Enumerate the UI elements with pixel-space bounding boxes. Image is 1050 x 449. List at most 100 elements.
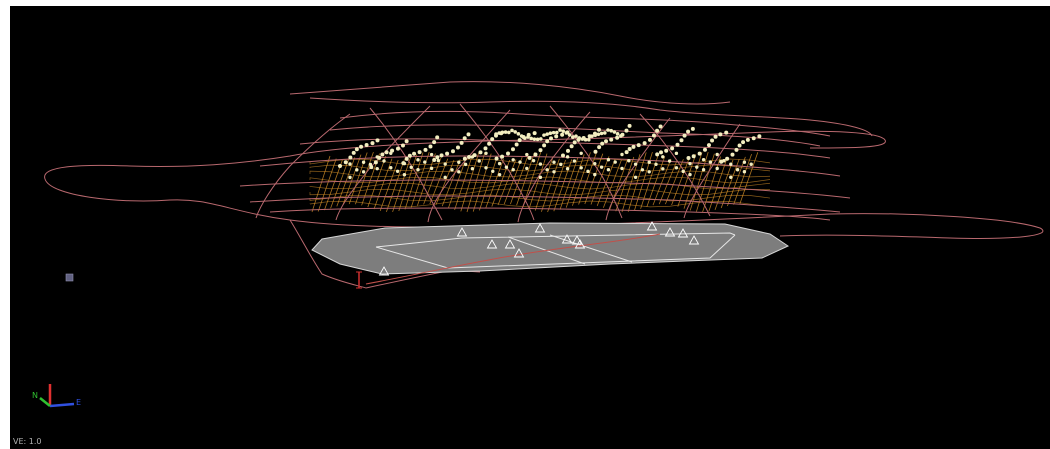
sample-point: [661, 167, 665, 171]
sample-point: [457, 170, 461, 174]
3d-scene[interactable]: N E: [10, 6, 1050, 449]
sample-point: [571, 135, 575, 139]
triangle-marker-icon: [664, 227, 676, 237]
sample-point: [443, 162, 447, 166]
surface-grid-line: [375, 232, 736, 248]
sample-point: [579, 151, 583, 156]
sample-point: [697, 151, 702, 156]
sample-point: [389, 151, 393, 155]
mesh-line: [565, 154, 585, 208]
sample-point: [691, 154, 696, 159]
sample-point: [404, 139, 409, 144]
sample-point: [429, 152, 434, 157]
sample-point: [542, 143, 547, 148]
sample-point: [695, 165, 699, 169]
sample-point: [531, 158, 536, 163]
sample-point: [593, 172, 597, 177]
sample-point: [477, 159, 481, 163]
sample-point: [478, 150, 483, 155]
track-line: [517, 111, 591, 223]
track-line: [259, 155, 841, 177]
mesh-line: [615, 156, 635, 212]
sample-point: [713, 134, 718, 139]
sample-point: [642, 141, 647, 146]
track-line: [249, 195, 841, 213]
mesh-line: [398, 154, 418, 212]
sample-point: [624, 150, 629, 155]
sample-point: [457, 160, 461, 164]
sample-point: [359, 144, 364, 149]
sample-point: [715, 152, 719, 157]
sample-point: [742, 170, 747, 174]
sample-point: [590, 134, 594, 138]
sample-point: [701, 168, 706, 172]
sample-point: [535, 137, 540, 142]
sample-point: [555, 130, 559, 135]
track-line: [44, 178, 1044, 240]
mesh-line: [441, 159, 461, 207]
sample-point: [538, 162, 543, 166]
sample-point: [659, 150, 663, 155]
sample-point: [564, 131, 569, 135]
3d-viewport[interactable]: N E VE: 1.0: [10, 6, 1050, 449]
sample-point: [577, 136, 581, 140]
sample-point: [552, 170, 556, 174]
sample-point: [561, 129, 565, 133]
sample-point: [654, 162, 658, 166]
sample-point: [348, 162, 352, 166]
sample-point: [348, 155, 353, 160]
sample-point: [503, 130, 508, 134]
sample-point: [569, 144, 574, 149]
mesh-line: [733, 154, 752, 205]
sample-point: [606, 168, 611, 172]
sample-point: [348, 175, 352, 180]
sample-point: [462, 136, 467, 141]
sample-point: [432, 158, 437, 163]
mesh-line: [727, 156, 746, 207]
mesh-line: [392, 157, 411, 213]
axes-orientation-icon: N E: [32, 384, 81, 408]
sample-point: [370, 141, 375, 146]
sample-point: [511, 158, 515, 162]
sample-point: [507, 130, 511, 135]
sample-point: [338, 164, 342, 168]
sample-point: [355, 168, 359, 172]
sample-point: [527, 155, 532, 160]
mesh-line: [627, 152, 647, 212]
sample-point: [609, 137, 614, 142]
sample-point: [545, 168, 549, 172]
sample-point: [640, 168, 645, 172]
sample-point: [517, 138, 522, 143]
mesh-line: [522, 151, 542, 208]
mesh-line: [578, 151, 597, 205]
triangle-marker-icon: [504, 239, 516, 249]
sample-point: [417, 150, 422, 155]
mesh-line: [309, 170, 771, 178]
mesh-line: [309, 182, 771, 190]
sample-point: [510, 128, 514, 133]
ground-surface: [311, 222, 790, 275]
sample-point: [600, 141, 605, 146]
sample-point: [604, 139, 608, 144]
sample-point: [745, 137, 750, 142]
sample-point: [525, 166, 529, 171]
north-label: N: [32, 391, 38, 400]
sample-point: [658, 124, 663, 129]
sample-point: [718, 132, 723, 137]
sample-point: [484, 166, 488, 170]
sample-point: [384, 150, 389, 155]
vertical-exaggeration-label: VE: 1.0: [13, 437, 42, 446]
track-line: [683, 123, 741, 219]
sample-point: [443, 175, 447, 180]
sample-point: [599, 165, 604, 169]
sample-point: [549, 136, 553, 141]
sample-point: [674, 151, 679, 156]
sample-point: [487, 141, 492, 146]
sample-point: [596, 127, 601, 132]
sample-point: [400, 143, 405, 148]
sample-point: [518, 160, 522, 164]
sample-point: [612, 130, 617, 134]
sample-point: [395, 146, 400, 151]
sample-point: [636, 143, 641, 148]
mesh-line: [584, 153, 604, 205]
